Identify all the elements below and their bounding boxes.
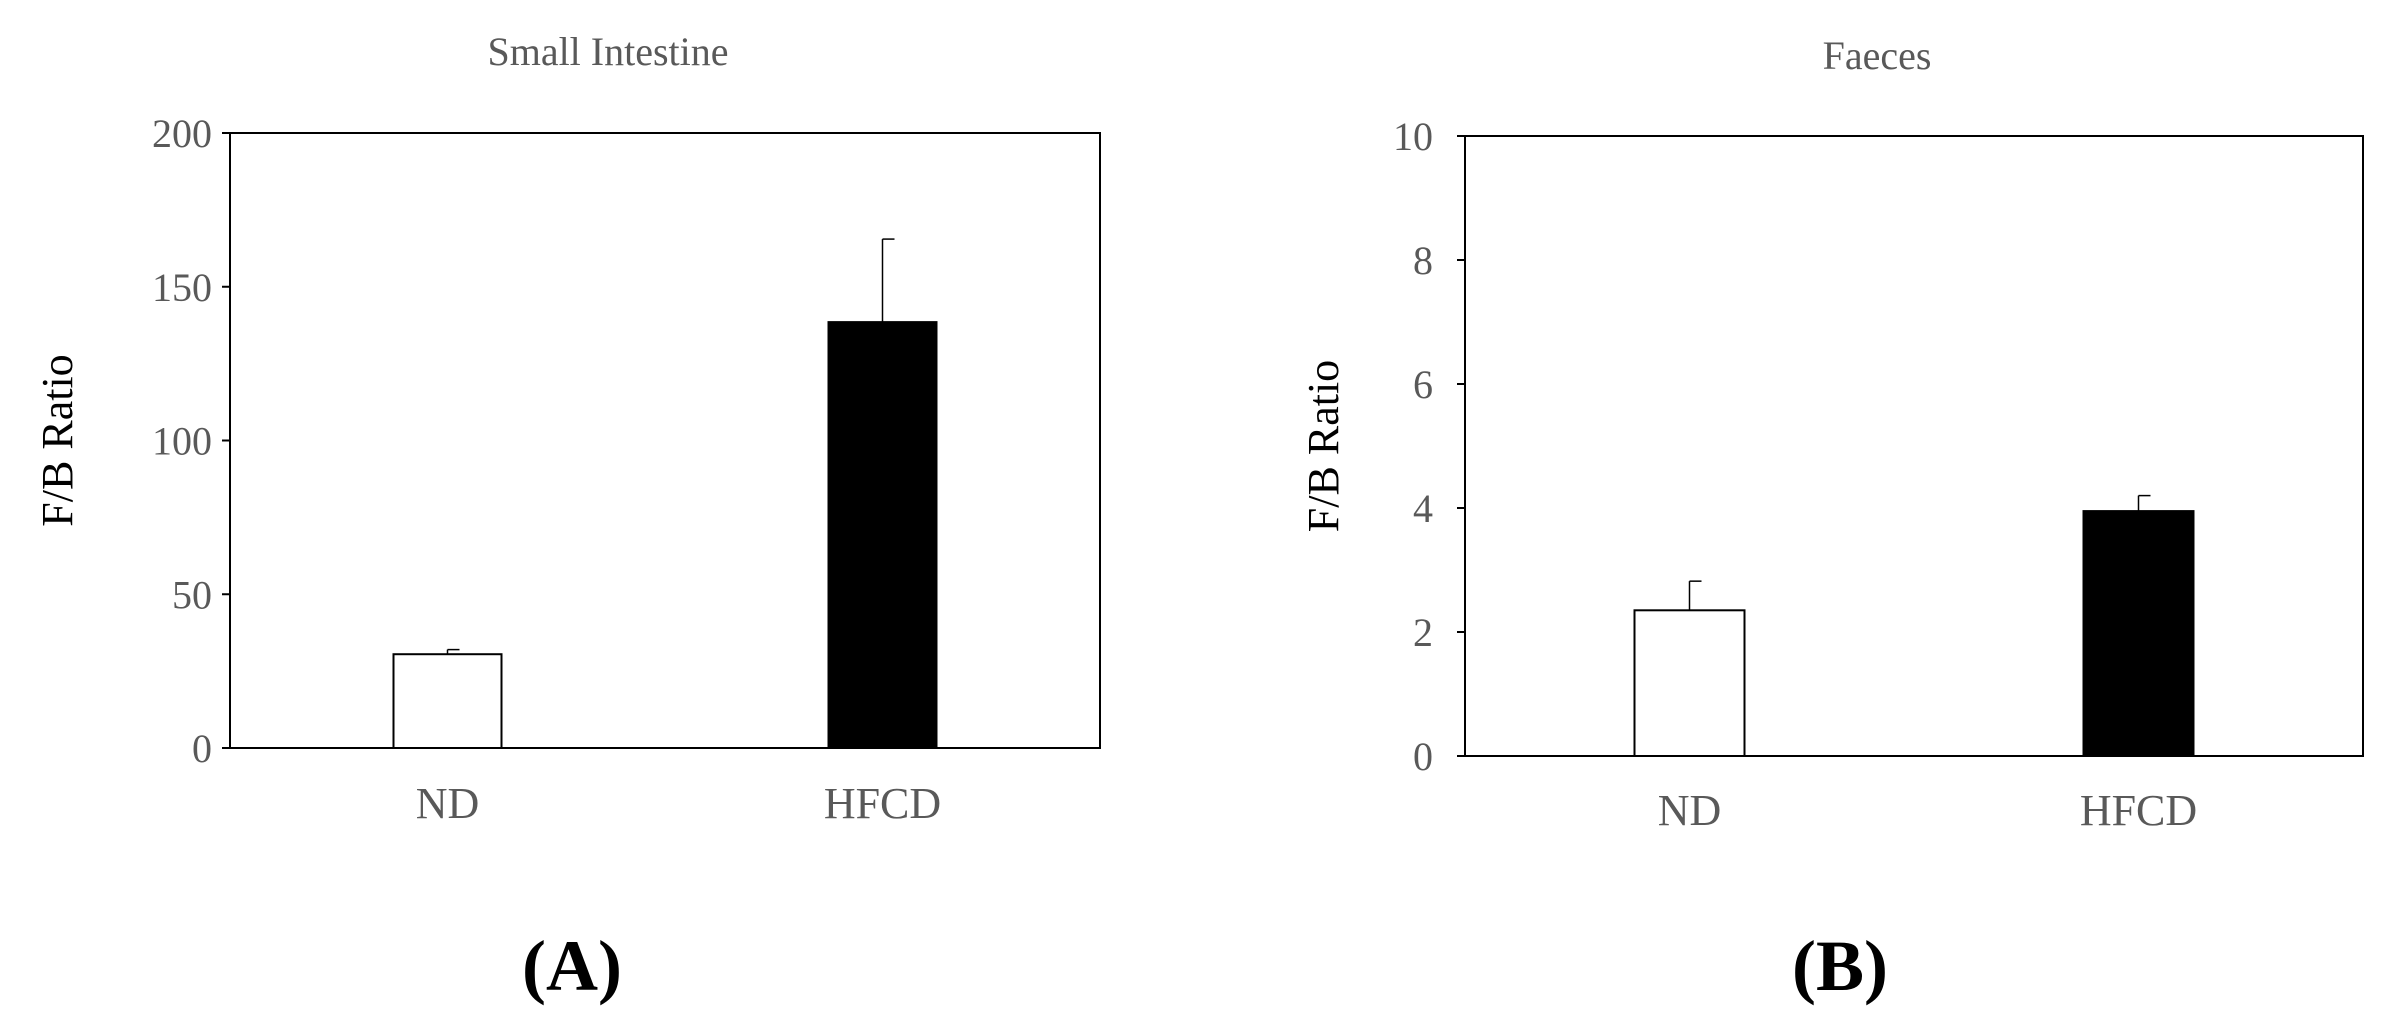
panel-label: (B): [1792, 926, 1888, 1006]
y-axis-label: F/B Ratio: [1299, 360, 1348, 532]
y-axis-label: F/B Ratio: [33, 354, 82, 526]
y-tick-label: 8: [1413, 238, 1433, 283]
y-tick-label: 10: [1393, 114, 1433, 159]
x-category-label: ND: [1658, 786, 1722, 835]
chart-title: Small Intestine: [487, 29, 728, 74]
y-tick-label: 0: [1413, 734, 1433, 779]
x-category-label: ND: [416, 779, 480, 828]
y-tick-label: 2: [1413, 610, 1433, 655]
chart-panel-b: Faeces F/B Ratio 0 2 4 6 8 10 ND HFCD (B): [1299, 33, 2364, 1006]
y-tick-label: 50: [172, 572, 212, 617]
x-category-label: HFCD: [2080, 786, 2197, 835]
y-tick-label: 200: [152, 111, 212, 156]
bar-nd: [392, 653, 503, 750]
y-tick-label: 150: [152, 265, 212, 310]
chart-title: Faeces: [1823, 33, 1932, 78]
y-tick-label: 0: [192, 726, 212, 771]
bar-nd: [1633, 609, 1746, 757]
plot-frame: [229, 132, 1101, 749]
y-tick-label: 100: [152, 419, 212, 464]
y-tick-label: 4: [1413, 486, 1433, 531]
plot-frame: [1464, 135, 2364, 757]
bar-hfcd: [2082, 510, 2195, 757]
y-tick-label: 6: [1413, 362, 1433, 407]
chart-panel-a: Small Intestine F/B Ratio 0 50 100 150 200 ND HF…: [33, 29, 1101, 1006]
bar-hfcd: [827, 321, 938, 749]
panel-label: (A): [522, 926, 622, 1006]
x-category-label: HFCD: [824, 779, 941, 828]
